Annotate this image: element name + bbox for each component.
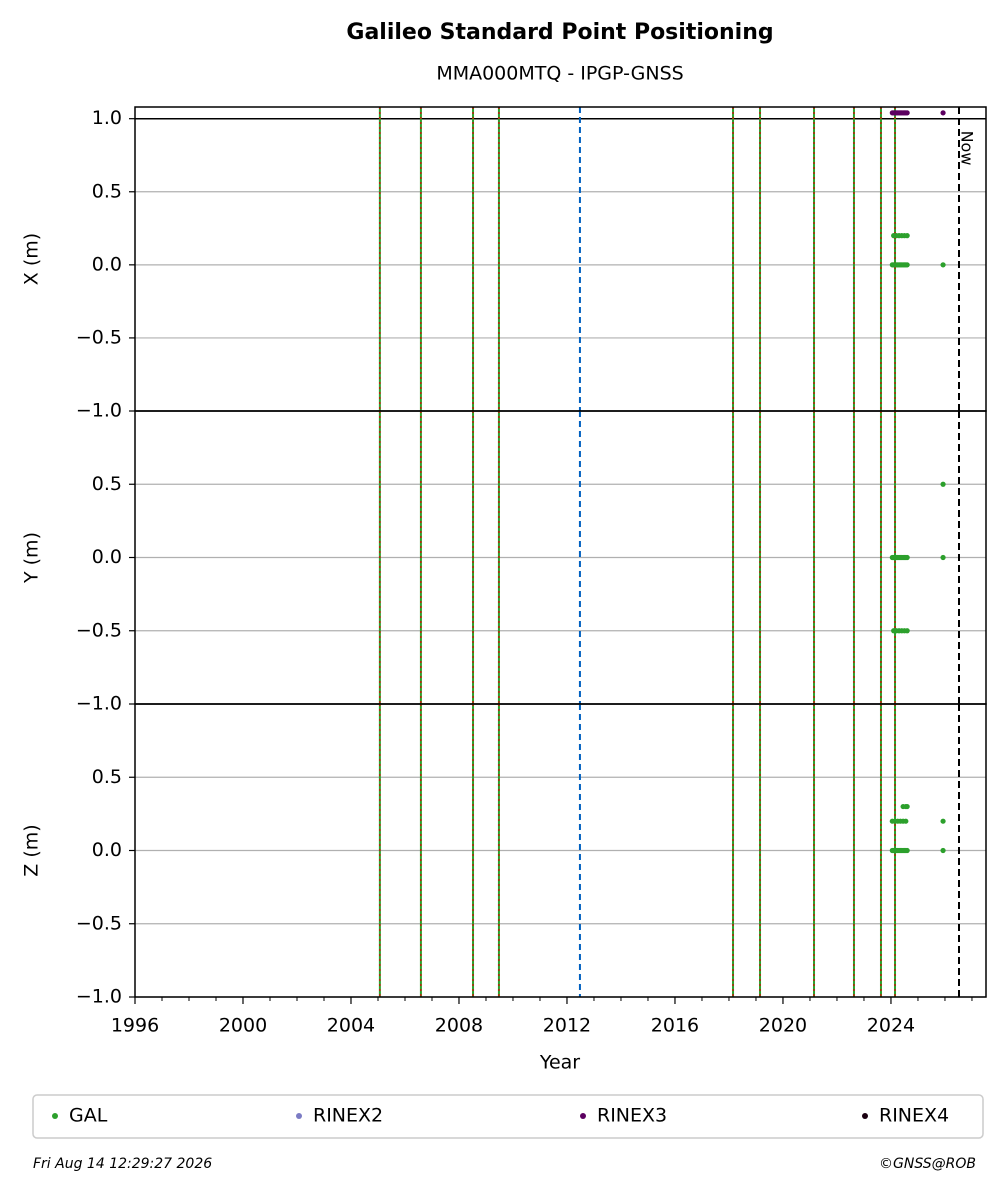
y-axis-label: X (m) <box>21 233 43 285</box>
y-tick-label: −0.5 <box>76 326 122 348</box>
data-point <box>940 262 946 268</box>
chart-title: Galileo Standard Point Positioning <box>346 20 773 45</box>
y-tick-label: −0.5 <box>76 619 122 641</box>
y-tick-label: −0.5 <box>76 912 122 934</box>
data-point <box>904 110 910 116</box>
data-point <box>904 847 910 854</box>
y-tick-label: 0.0 <box>92 253 122 275</box>
legend-marker <box>862 1113 868 1119</box>
y-tick-label: 0.5 <box>92 766 122 788</box>
data-point <box>903 818 909 824</box>
x-tick-label: 2020 <box>759 1015 807 1037</box>
y-tick-label: 0.5 <box>92 180 122 202</box>
footer-date: Fri Aug 14 12:29:27 2026 <box>33 1156 212 1172</box>
x-tick-label: 1996 <box>111 1015 159 1037</box>
legend-marker <box>296 1113 302 1119</box>
data-point <box>904 233 910 239</box>
data-point <box>904 803 910 810</box>
y-axis-label: Y (m) <box>21 532 43 584</box>
data-point <box>940 818 946 824</box>
legend-label: GAL <box>69 1105 108 1127</box>
data-point <box>940 110 946 116</box>
x-tick-label: 2024 <box>867 1015 915 1037</box>
y-tick-label: 0.0 <box>92 546 122 568</box>
legend-label: RINEX3 <box>597 1105 667 1127</box>
legend-box <box>32 1094 984 1139</box>
y-tick-label: 0.5 <box>92 473 122 495</box>
data-point <box>904 628 910 634</box>
y-tick-label: −1.0 <box>76 400 122 422</box>
legend-marker <box>52 1113 58 1119</box>
chart-subtitle: MMA000MTQ - IPGP-GNSS <box>436 63 683 85</box>
x-tick-label: 2016 <box>651 1015 699 1037</box>
now-label: Now <box>958 131 977 166</box>
x-tick-label: 2004 <box>327 1015 375 1037</box>
data-point <box>940 554 946 561</box>
panel-frame <box>134 703 987 998</box>
x-tick-label: 2012 <box>543 1015 591 1037</box>
data-point <box>904 262 910 268</box>
panel-frame <box>134 106 987 412</box>
y-tick-label: 0.0 <box>92 839 122 861</box>
legend-label: RINEX2 <box>313 1105 383 1127</box>
data-point <box>904 554 910 561</box>
data-point <box>940 847 946 854</box>
y-axis-label: Z (m) <box>21 824 43 876</box>
legend-marker <box>580 1113 586 1119</box>
legend-label: RINEX4 <box>879 1105 949 1127</box>
y-tick-label: −1.0 <box>76 986 122 1008</box>
x-tick-label: 2000 <box>219 1015 267 1037</box>
x-axis-label: Year <box>539 1052 580 1074</box>
y-tick-label: 1.0 <box>92 107 122 129</box>
y-tick-label: −1.0 <box>76 693 122 715</box>
data-point <box>940 481 946 487</box>
footer-credit: ©GNSS@ROB <box>879 1156 976 1172</box>
x-tick-label: 2008 <box>435 1015 483 1037</box>
